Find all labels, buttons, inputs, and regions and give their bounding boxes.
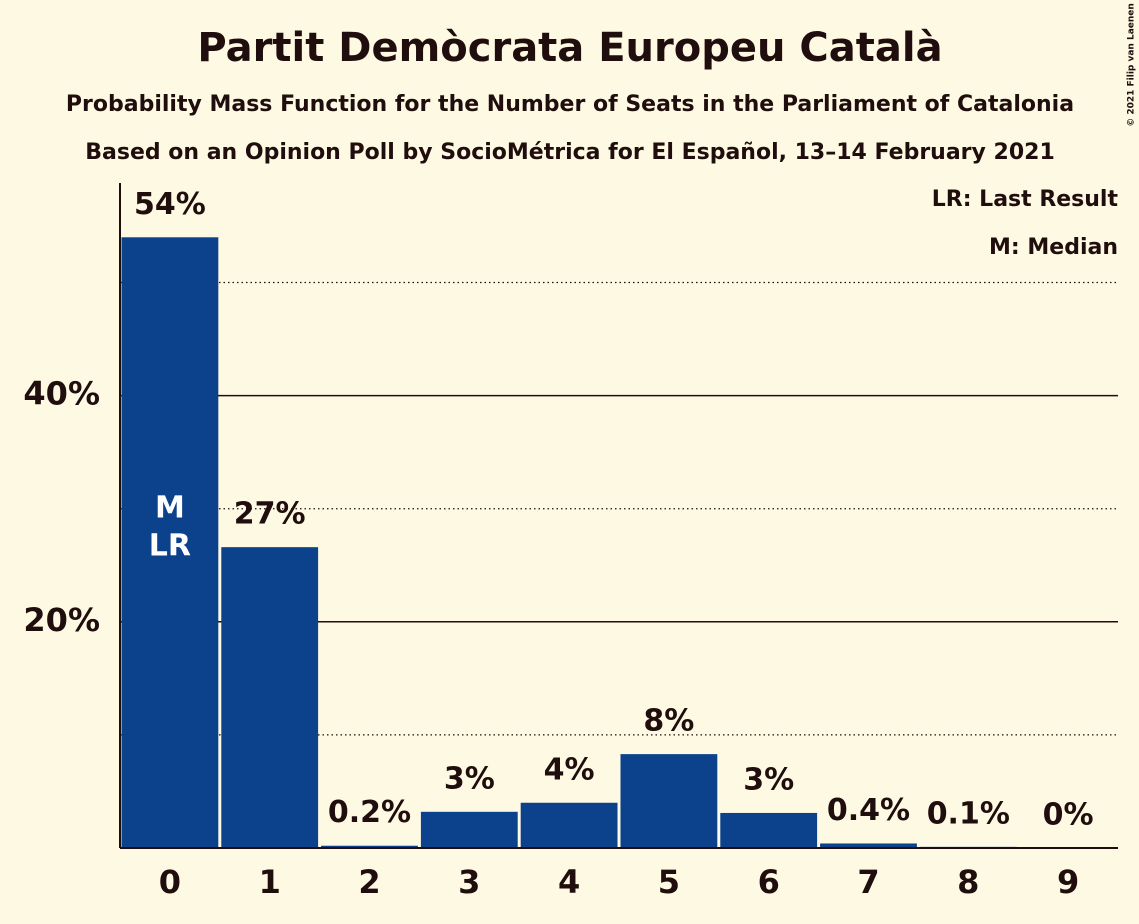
x-tick-label: 1: [259, 863, 281, 901]
bar-marker: LR: [149, 529, 191, 564]
copyright: © 2021 Filip van Laenen: [1127, 3, 1137, 127]
bar: [121, 237, 219, 849]
value-label: 0.1%: [927, 796, 1010, 831]
bar: [321, 845, 418, 848]
bar: [520, 802, 618, 848]
bar: [221, 547, 319, 848]
y-tick-label: 40%: [23, 375, 100, 413]
bar: [820, 843, 917, 848]
chart-subtitle: Probability Mass Function for the Number…: [66, 92, 1074, 117]
value-label: 54%: [134, 187, 206, 222]
legend-entry: M: Median: [989, 235, 1118, 260]
x-tick-label: 2: [358, 863, 380, 901]
x-tick-label: 5: [658, 863, 680, 901]
value-label: 27%: [234, 497, 306, 532]
x-tick-label: 9: [1057, 863, 1079, 901]
legend-entry: LR: Last Result: [932, 187, 1119, 212]
y-tick-label: 20%: [23, 601, 100, 639]
bar: [720, 812, 818, 848]
x-tick-label: 8: [957, 863, 979, 901]
bar: [420, 811, 518, 848]
value-label: 3%: [444, 761, 495, 796]
bar-marker: M: [155, 491, 185, 526]
value-label: 4%: [544, 752, 595, 787]
value-label: 3%: [743, 762, 794, 797]
x-tick-label: 7: [857, 863, 879, 901]
value-label: 0.4%: [827, 793, 910, 828]
x-tick-label: 4: [558, 863, 580, 901]
x-tick-label: 0: [159, 863, 181, 901]
x-tick-label: 3: [458, 863, 480, 901]
value-label: 0.2%: [328, 795, 411, 830]
chart-title: Partit Demòcrata Europeu Català: [197, 25, 942, 71]
value-label: 0%: [1043, 798, 1094, 833]
x-tick-label: 6: [758, 863, 780, 901]
value-label: 8%: [643, 704, 694, 739]
chart-subtitle: Based on an Opinion Poll by SocioMétrica…: [85, 140, 1055, 165]
bar: [620, 754, 718, 848]
